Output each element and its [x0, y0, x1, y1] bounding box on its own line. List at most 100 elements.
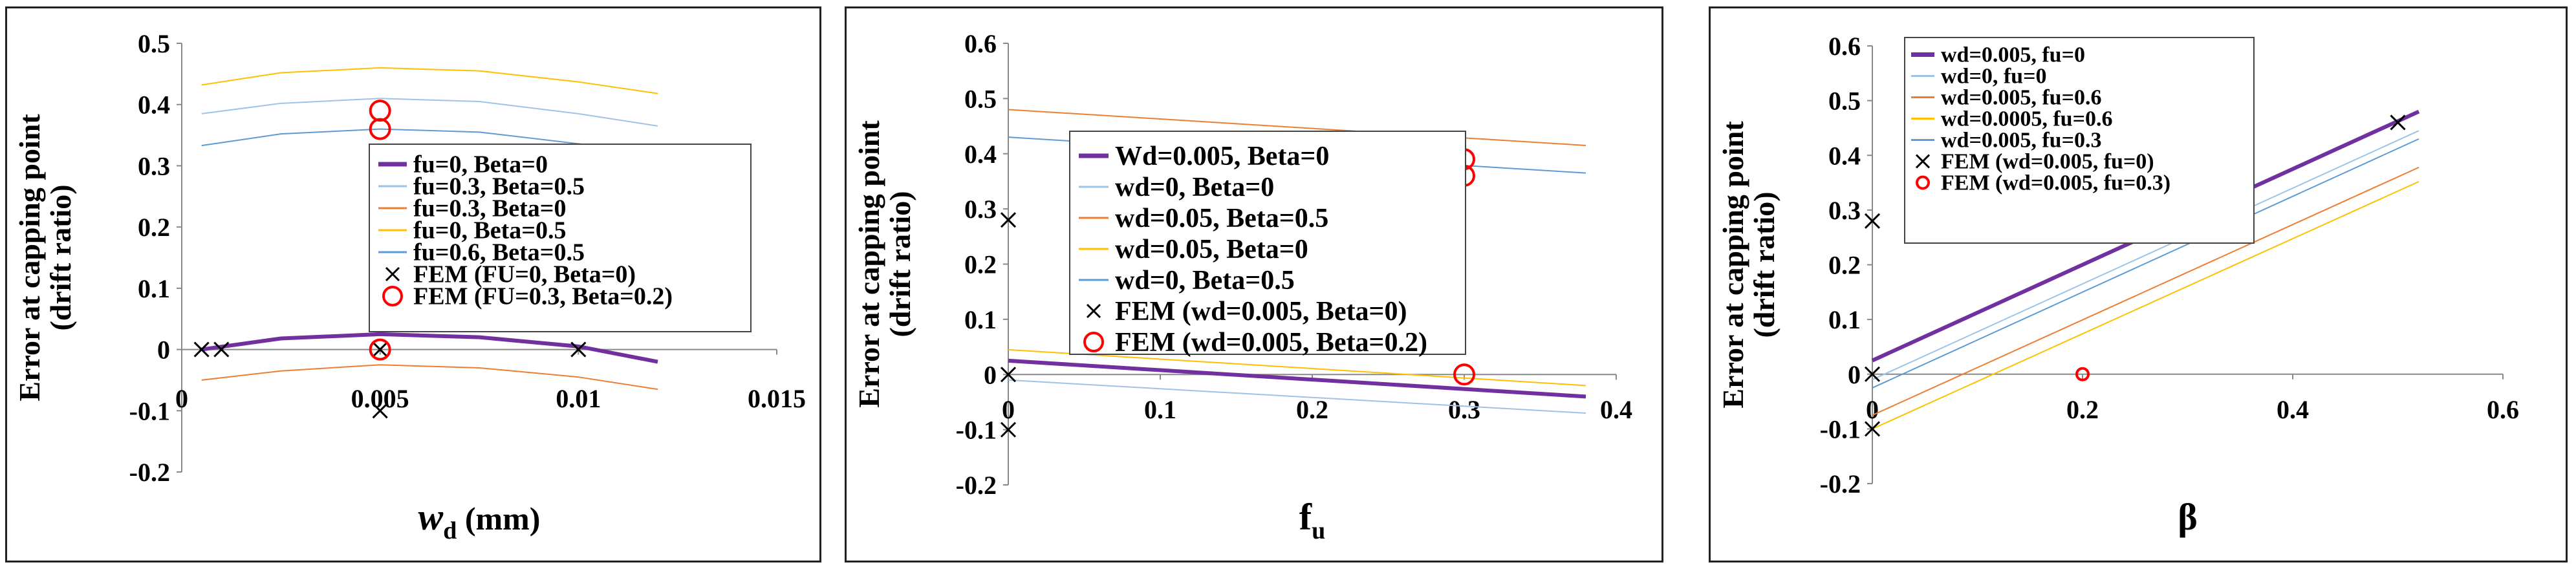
y-tick-label: 0: [984, 360, 997, 389]
fem-circle-marker: [1453, 363, 1475, 386]
x-tick-label: 0.3: [1448, 395, 1480, 424]
fem-x-marker: [372, 341, 388, 358]
x-axis-label: β: [2178, 496, 2198, 538]
x-axis-label-main: w: [418, 496, 444, 538]
fem-x-marker: [1864, 421, 1881, 437]
y-axis-label-line: Error at capping point: [852, 120, 885, 408]
y-axis-label-line: Error at capping point: [1716, 121, 1749, 409]
series-line: [1008, 358, 1586, 399]
x-tick-label: 0.4: [2277, 395, 2309, 424]
fem-x-stroke: [213, 341, 230, 358]
x-tick-label: 0.2: [1296, 395, 1328, 424]
y-tick-label: -0.1: [129, 396, 170, 425]
x-tick-label: 0: [1866, 395, 1879, 424]
chart-svg-fu: -0.2-0.100.10.20.30.40.50.60 0.1 0.2 0.3 0.4…: [852, 29, 1632, 544]
legend-box: [1069, 131, 1466, 355]
fem-x-marker: [1000, 367, 1017, 383]
series-line: [201, 332, 658, 364]
y-tick-label: 0.4: [138, 91, 170, 120]
fem-circle-marker: [369, 118, 391, 140]
y-axis-label: Error at capping point(drift ratio): [852, 120, 916, 408]
legend-label: wd=0.005, fu=0: [1941, 43, 2085, 67]
x-tick-label: 0: [175, 384, 188, 413]
legend-box: [369, 144, 752, 332]
series-line: [1872, 166, 2419, 416]
x-tick-label: 0.4: [1600, 395, 1632, 424]
y-axis-label-line: (drift ratio): [883, 191, 916, 337]
fem-x-marker: [1000, 422, 1017, 438]
legend-label: wd=0.0005, fu=0.6: [1941, 107, 2112, 131]
x-tick-label: 0.6: [2487, 395, 2519, 424]
legend-label: fu=0.6, Beta=0.5: [413, 239, 585, 266]
y-tick-label: -0.1: [1820, 414, 1861, 444]
legend-label: wd=0.005, fu=0.3: [1941, 129, 2101, 153]
fem-x-marker: [1000, 212, 1017, 228]
x-axis-label-sub: d: [443, 517, 457, 544]
legend-swatch-circle: [1083, 332, 1104, 352]
y-tick-label: 0.5: [138, 29, 170, 58]
fem-x-stroke: [1864, 421, 1881, 437]
series-line: [1872, 180, 2419, 430]
y-tick-label: 0: [1848, 360, 1861, 389]
series-line: [1872, 130, 2419, 381]
y-tick-label: 0.2: [964, 250, 997, 279]
fem-x-stroke: [1864, 366, 1881, 382]
series-line: [201, 67, 658, 94]
series-line: [1008, 109, 1586, 146]
series-line: [1008, 379, 1586, 414]
y-tick-label: 0.6: [964, 29, 997, 58]
y-tick-label: 0.3: [138, 151, 170, 180]
y-tick-label: 0.4: [1828, 141, 1861, 170]
legend-label: wd=0, fu=0: [1941, 65, 2046, 89]
y-tick-label: -0.1: [956, 416, 997, 445]
x-tick-label: 0.2: [2066, 395, 2099, 424]
legend-label: wd=0.05, Beta=0.5: [1115, 204, 1328, 233]
fem-x-stroke: [372, 403, 388, 419]
legend-label: FEM (wd=0.005, Beta=0.2): [1115, 328, 1427, 358]
y-tick-label: 0.2: [1828, 251, 1861, 280]
series-line: [201, 364, 658, 391]
y-tick-label: 0.3: [1828, 196, 1861, 225]
y-tick-label: 0.4: [964, 140, 997, 169]
y-tick-label: 0.1: [138, 274, 170, 303]
y-axis-label-line: (drift ratio): [44, 184, 77, 330]
x-tick-label: 0.1: [1144, 395, 1176, 424]
y-tick-label: 0.5: [1828, 87, 1861, 116]
x-tick-label: 0.015: [748, 384, 806, 413]
fem-x-marker: [213, 341, 230, 358]
legend-label: wd=0.005, fu=0.6: [1941, 86, 2101, 110]
legend-label: fu=0.3, Beta=0: [413, 195, 566, 222]
fem-x-stroke: [1000, 367, 1017, 383]
legend-swatch-x: [1915, 154, 1931, 169]
fem-circle-marker: [369, 338, 391, 361]
chart-panel-beta: -0.2 -0.1 0 0.1 0.2 0.3 0.4 0.5 0.6 0 0.2 0.4 0.6 Err…: [1709, 6, 2568, 562]
x-tick-label: 0: [1002, 395, 1015, 424]
chart-panel-wd: -0.2 -0.1 0 0.1 0.2 0.3 0.4 0.5 0 0.005 0.01 0.015 E…: [5, 6, 821, 562]
legend-label: wd=0, Beta=0: [1115, 173, 1274, 202]
legend-label: wd=0.05, Beta=0: [1115, 235, 1308, 264]
y-axis-label-line: Error at capping point: [13, 114, 46, 401]
y-tick-label: 0.6: [1828, 32, 1861, 61]
legend-label: FEM (FU=0.3, Beta=0.2): [413, 283, 673, 310]
chart-svg-wd: -0.2-0.100.10.20.30.40.50 0.005 0.01 0.015E…: [13, 29, 806, 544]
series-line: [201, 98, 658, 127]
y-tick-label: -0.2: [956, 471, 997, 500]
fem-x-marker: [1864, 213, 1881, 229]
fem-x-marker: [2390, 114, 2406, 131]
legend-label: FEM (wd=0.005, fu=0.3): [1941, 171, 2170, 195]
y-tick-label: 0.2: [138, 213, 170, 242]
fem-x-stroke: [570, 341, 587, 358]
fem-x-marker: [372, 403, 388, 419]
legend-label: Wd=0.005, Beta=0: [1115, 142, 1329, 171]
y-axis-label-line: (drift ratio): [1748, 191, 1780, 337]
legend-box: [1904, 37, 2255, 244]
legend-swatch-x: [1086, 303, 1101, 319]
fem-circle-marker: [369, 100, 391, 122]
legend-label: fu=0, Beta=0.5: [413, 217, 566, 244]
fem-x-marker: [570, 341, 587, 358]
fem-x-stroke: [2390, 114, 2406, 131]
fem-x-stroke: [1000, 212, 1017, 228]
fem-circle-marker: [2075, 367, 2090, 381]
legend-label: FEM (wd=0.005, Beta=0): [1115, 297, 1407, 326]
y-tick-label: 0: [157, 336, 170, 365]
